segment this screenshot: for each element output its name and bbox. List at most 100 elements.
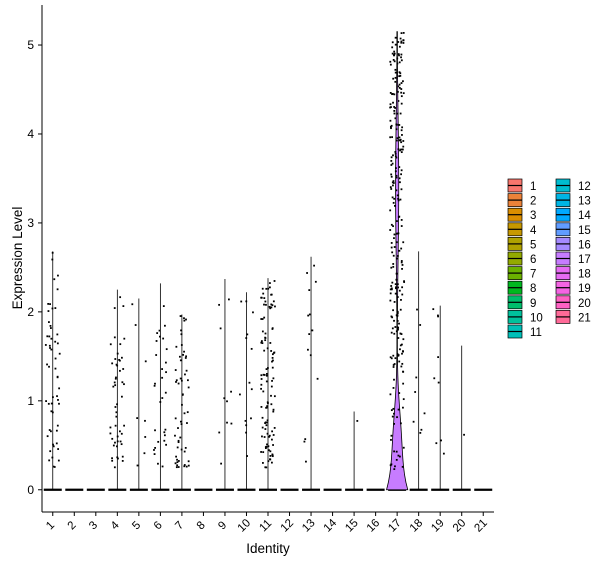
data-point: [266, 421, 268, 424]
data-point: [185, 355, 187, 358]
data-point: [154, 382, 156, 385]
data-point: [159, 401, 162, 403]
data-point: [260, 387, 262, 390]
data-point: [175, 379, 178, 382]
data-point: [57, 274, 59, 277]
y-tick-label: 1: [27, 394, 34, 408]
data-point: [272, 410, 275, 413]
x-tick-label: 1: [44, 519, 57, 532]
data-point: [115, 363, 118, 366]
data-point: [396, 310, 399, 313]
data-point: [165, 443, 167, 446]
data-point: [271, 304, 274, 307]
data-point: [48, 429, 51, 431]
data-point: [393, 422, 396, 425]
legend-entry-5: 5: [507, 237, 536, 251]
x-tick-label: 7: [173, 519, 186, 532]
data-point: [56, 375, 59, 378]
data-point: [268, 435, 271, 438]
data-point: [400, 261, 403, 264]
data-point: [400, 148, 402, 151]
violin-11: [259, 278, 277, 491]
data-point: [179, 420, 182, 423]
data-point: [266, 373, 268, 375]
data-point: [389, 229, 392, 231]
data-point: [400, 59, 403, 62]
data-point: [304, 438, 307, 441]
data-point: [121, 381, 124, 384]
data-point: [52, 445, 55, 448]
data-point: [154, 447, 157, 449]
data-point: [391, 93, 393, 96]
data-point: [50, 337, 53, 340]
data-point: [262, 373, 265, 376]
data-point: [395, 174, 398, 177]
data-point: [412, 420, 415, 423]
data-point: [432, 308, 435, 311]
data-point: [272, 359, 274, 362]
data-point: [54, 340, 57, 343]
data-point: [391, 41, 394, 44]
legend-label: 4: [530, 225, 537, 237]
data-point: [303, 440, 306, 443]
data-point: [271, 360, 273, 363]
data-point: [399, 138, 402, 141]
violin-19: [431, 305, 450, 491]
violin-10: [237, 292, 256, 491]
legend-label: 20: [578, 298, 591, 310]
legend-label: 9: [530, 298, 536, 310]
data-point: [121, 460, 124, 462]
data-point: [265, 406, 267, 409]
data-point: [394, 170, 397, 173]
data-point: [51, 307, 54, 310]
data-point: [119, 296, 122, 299]
data-point: [267, 287, 270, 290]
data-point: [176, 458, 178, 461]
legend-label: 19: [578, 283, 591, 295]
data-point: [400, 56, 402, 59]
data-point: [401, 343, 403, 346]
data-point: [389, 464, 392, 467]
data-point: [51, 251, 54, 254]
data-point: [271, 453, 274, 456]
data-point: [46, 335, 49, 338]
data-point: [398, 322, 400, 325]
data-point: [153, 384, 156, 387]
data-point: [396, 283, 399, 286]
data-point: [111, 457, 113, 460]
data-point: [402, 39, 405, 42]
data-point: [158, 329, 161, 332]
data-point: [402, 145, 405, 148]
data-point: [400, 151, 403, 154]
legend-label: 15: [578, 225, 591, 237]
y-tick-label: 0: [27, 483, 34, 497]
data-point: [261, 342, 264, 345]
data-point: [111, 437, 114, 440]
data-point: [393, 237, 395, 240]
legend-label: 16: [578, 239, 591, 251]
data-point: [397, 328, 399, 331]
data-point: [394, 357, 397, 360]
data-point: [157, 462, 159, 465]
data-point: [402, 338, 405, 341]
data-point: [392, 77, 395, 80]
data-point: [390, 127, 392, 130]
data-point: [308, 313, 311, 316]
data-point: [109, 343, 112, 346]
data-point: [393, 52, 396, 55]
data-point: [392, 364, 395, 366]
data-point: [55, 429, 58, 432]
data-point: [123, 337, 126, 340]
data-point: [393, 50, 396, 53]
data-point: [396, 57, 399, 60]
data-point: [269, 342, 272, 344]
data-point: [119, 440, 122, 443]
data-point: [397, 354, 400, 356]
data-point: [397, 216, 400, 218]
x-tick-label: 6: [152, 519, 165, 532]
data-point: [52, 465, 55, 468]
data-point: [401, 134, 403, 136]
legend-entry-16: 16: [555, 237, 591, 251]
data-point: [400, 102, 403, 105]
data-point: [161, 376, 164, 379]
